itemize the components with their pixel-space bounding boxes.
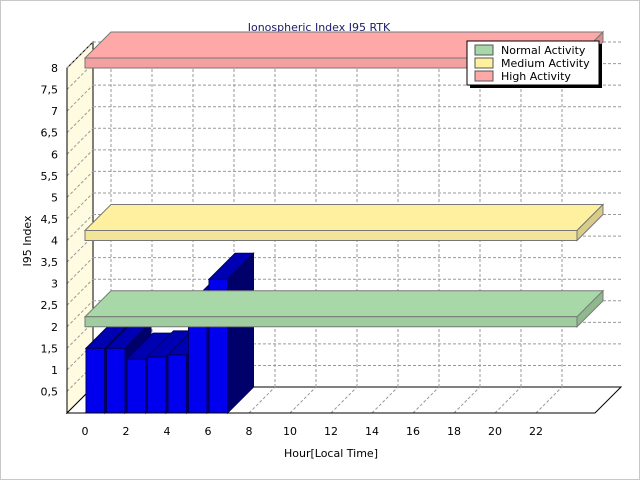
y-tick-label: 6 <box>51 148 58 161</box>
grid-line-wall <box>66 106 94 134</box>
grid-line-floor <box>535 386 563 414</box>
axes <box>66 68 595 414</box>
grid-line-floor <box>289 386 317 414</box>
bar-hour-6 <box>207 252 255 415</box>
x-tick-label: 2 <box>123 425 130 438</box>
grid-line-floor <box>494 386 522 414</box>
x-tick-label: 4 <box>164 425 171 438</box>
bar-front <box>147 356 167 414</box>
grid-line-wall <box>66 214 94 241</box>
y-tick-label: 5 <box>51 191 58 204</box>
bar-front <box>167 354 187 414</box>
y-tick-label: 5,5 <box>41 170 59 183</box>
y-tick-label: 2 <box>51 321 58 334</box>
y-tick-label: 2,5 <box>41 299 59 312</box>
grid-line-wall <box>66 41 94 69</box>
y-tick-label: 7,5 <box>41 84 59 97</box>
y-axis-label: I95 Index <box>21 215 34 267</box>
y-tick-label: 0,5 <box>41 385 59 398</box>
threshold-bands-front <box>83 203 605 329</box>
threshold-band-front <box>84 316 578 328</box>
y-tick-label: 8 <box>51 62 58 75</box>
threshold-band <box>83 289 605 329</box>
grid-line-wall <box>66 149 94 177</box>
legend-label: Medium Activity <box>501 57 590 70</box>
y-tick-label: 4 <box>51 235 58 248</box>
grid-line-floor <box>453 386 481 414</box>
threshold-band-top <box>83 204 605 231</box>
grid-line-wall <box>66 278 94 306</box>
bar-series <box>84 252 255 415</box>
legend-swatch <box>474 70 494 82</box>
threshold-band-front <box>84 230 578 241</box>
x-tick-label: 22 <box>529 425 543 438</box>
legend-label: High Activity <box>501 70 571 83</box>
x-tick-label: 16 <box>406 425 420 438</box>
bar-side <box>227 252 254 415</box>
y-tick-label: 3,5 <box>41 256 59 269</box>
x-tick-label: 20 <box>488 425 502 438</box>
tick-labels: 0,5 1 1,5 2 2,5 3 3,5 4 4,5 5 5,5 6 6,5 7 7,5 8 0 2 4 6 8 10 1… <box>41 62 544 438</box>
legend-swatch <box>474 57 494 69</box>
grid-line-wall <box>66 171 94 198</box>
x-tick-label: 14 <box>365 425 379 438</box>
x-tick-label: 0 <box>82 425 89 438</box>
x-tick-label: 8 <box>246 425 253 438</box>
legend-label: Normal Activity <box>501 44 586 57</box>
grid-line-wall <box>66 192 94 220</box>
threshold-band <box>83 203 605 242</box>
y-tick-label: 6,5 <box>41 127 59 140</box>
x-tick-label: 6 <box>205 425 212 438</box>
grid-line-wall <box>66 84 94 112</box>
grid-line-floor <box>330 386 358 414</box>
grid-line-floor <box>248 386 276 414</box>
threshold-band-top <box>83 290 605 318</box>
threshold-band-side <box>576 203 604 242</box>
bar-front <box>126 358 146 414</box>
threshold-band-side <box>576 289 604 329</box>
y-tick-label: 4,5 <box>41 213 59 226</box>
grid-line-wall <box>66 127 94 155</box>
y-tick-label: 1,5 <box>41 342 59 355</box>
x-tick-label: 18 <box>447 425 461 438</box>
chart-title: Ionospheric Index I95 RTK <box>248 21 391 34</box>
x-axis-label: Hour[Local Time] <box>284 447 378 460</box>
y-tick-label: 1 <box>51 364 58 377</box>
legend-swatch <box>474 44 494 56</box>
x-tick-label: 12 <box>324 425 338 438</box>
x-tick-label: 10 <box>283 425 297 438</box>
grid-line-floor <box>371 386 399 414</box>
y-tick-label: 7 <box>51 105 58 118</box>
grid-line-wall <box>66 257 94 284</box>
grid-line-floor <box>412 386 440 414</box>
bar-front <box>106 347 126 414</box>
grid-line-wall <box>66 300 94 328</box>
y-tick-label: 3 <box>51 278 58 291</box>
bar-front <box>85 347 105 414</box>
